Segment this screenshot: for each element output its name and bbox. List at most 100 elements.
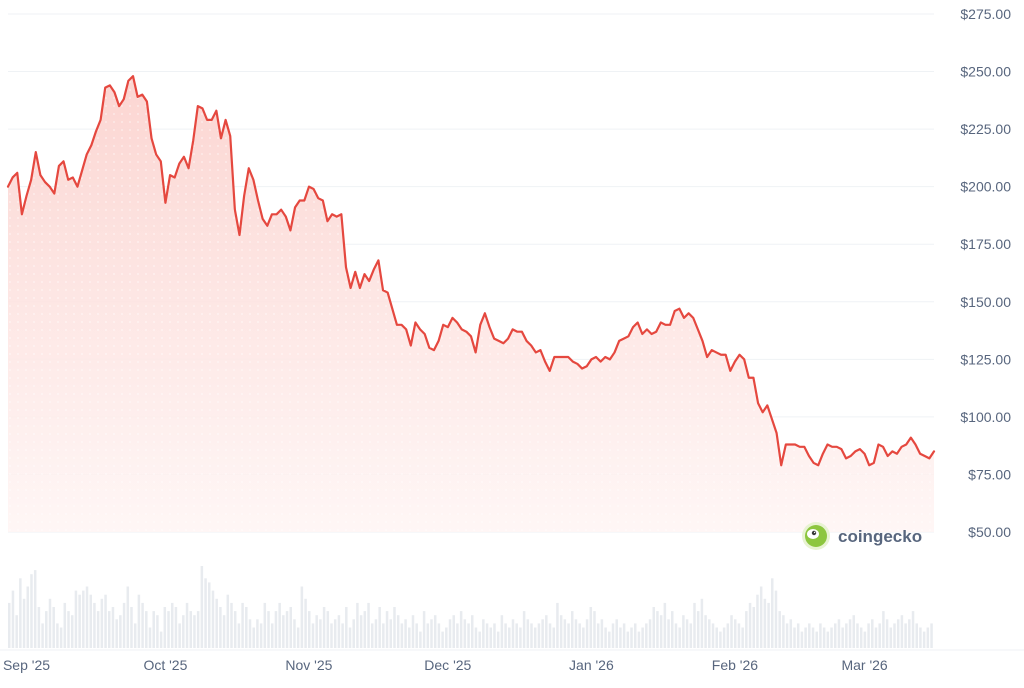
volume-bar [504, 623, 507, 648]
volume-bar [700, 598, 704, 648]
volume-bar [541, 619, 544, 648]
volume-bar [641, 627, 644, 648]
volume-bar [496, 631, 500, 648]
volume-bar [567, 623, 570, 648]
volume-bar [585, 619, 589, 648]
volume-bar [596, 623, 600, 648]
volume-bar [437, 623, 441, 648]
volume-bar [82, 590, 85, 648]
volume-bar [74, 590, 78, 648]
volume-bar [48, 598, 52, 648]
volume-bar [208, 582, 211, 648]
volume-bar [400, 623, 404, 648]
y-tick-label: $75.00 [968, 466, 1011, 482]
volume-bar [226, 594, 230, 648]
volume-bar [56, 623, 59, 648]
volume-bar [833, 623, 837, 648]
volume-bar [348, 627, 352, 648]
volume-bar [882, 611, 885, 648]
volume-bar [185, 602, 189, 648]
volume-bar [741, 627, 744, 648]
y-tick-label: $150.00 [960, 294, 1011, 310]
volume-bar [456, 623, 459, 648]
volume-bar [841, 627, 844, 648]
volume-bar [915, 623, 918, 648]
volume-bar [85, 586, 89, 648]
volume-bar [578, 623, 581, 648]
volume-bar [508, 627, 511, 648]
volume-bar [430, 619, 433, 648]
volume-bar [730, 615, 733, 648]
volume-bar [96, 611, 100, 648]
volume-bar [867, 623, 870, 648]
volume-bar [745, 611, 748, 648]
volume-bar [930, 623, 933, 648]
volume-bar [896, 619, 900, 648]
volume-bar [778, 611, 781, 648]
volume-bar [693, 602, 696, 648]
x-tick-label: Feb '26 [712, 657, 758, 673]
volume-bar [789, 619, 793, 648]
volume-bar [211, 590, 215, 648]
volume-bar [856, 623, 859, 648]
volume-bar [159, 631, 163, 648]
x-axis: Sep '25 Oct '25 Nov '25 Dec '25 Jan '26 Feb '… [3, 657, 888, 673]
volume-bar [767, 602, 770, 648]
volume-bar [119, 615, 122, 648]
volume-bar [519, 627, 522, 648]
volume-bar [415, 623, 418, 648]
volume-bar [611, 623, 615, 648]
volume-bar [845, 623, 848, 648]
volume-bar [352, 619, 355, 648]
volume-bar [704, 615, 707, 648]
volume-bar [248, 619, 252, 648]
volume-bar [448, 619, 452, 648]
volume-bar [763, 598, 767, 648]
price-line[interactable] [6, 75, 936, 467]
volume-bar [582, 627, 585, 648]
volume-bar [552, 627, 555, 648]
volume-bar [511, 619, 515, 648]
price-area [8, 76, 934, 532]
volume-bar [67, 611, 70, 648]
volume-bar [296, 627, 300, 648]
volume-bar [115, 619, 118, 648]
volume-bar [637, 631, 641, 648]
volume-bar [441, 631, 444, 648]
x-tick-label: Dec '25 [424, 657, 471, 673]
volume-bar [341, 623, 344, 648]
volume-bar [100, 598, 104, 648]
volume-bar [78, 594, 81, 648]
volume-bar [463, 619, 467, 648]
volume-bar [41, 623, 44, 648]
volume-bar [393, 607, 396, 648]
price-line-group[interactable] [6, 75, 936, 467]
volume-bar [652, 607, 655, 648]
volume-bar [122, 602, 126, 648]
volume-bar [911, 611, 915, 648]
volume-bar [282, 615, 285, 648]
volume-bar [163, 607, 167, 648]
volume-bar [389, 619, 393, 648]
volume-bar [926, 627, 930, 648]
volume-bar [478, 631, 481, 648]
volume-bar [426, 623, 430, 648]
volume-bar [182, 615, 185, 648]
volume-bar [178, 623, 181, 648]
volume-bar [785, 623, 789, 648]
volume-bar [126, 586, 130, 648]
volume-bar [608, 631, 611, 648]
volume-bar [771, 578, 774, 648]
volume-bar [500, 615, 504, 648]
volume-bar [274, 611, 278, 648]
volume-bar [837, 619, 841, 648]
gecko-icon [802, 522, 830, 550]
volume-bar [278, 602, 281, 648]
volume-bar [526, 619, 530, 648]
volume-bar [752, 607, 755, 648]
volume-bar [819, 623, 822, 648]
volume-bar [22, 598, 26, 648]
volume-bar [108, 611, 111, 648]
volume-bar [396, 615, 400, 648]
